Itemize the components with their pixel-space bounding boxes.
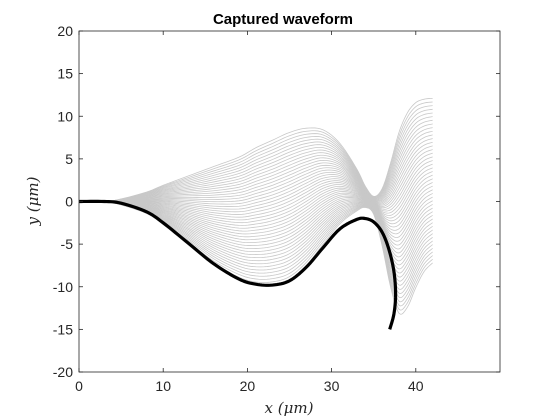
y-tick-label: -20 — [53, 364, 73, 380]
chart-title: Captured waveform — [213, 11, 353, 28]
x-tick-label: 20 — [240, 378, 256, 394]
family-waveform-line — [78, 187, 433, 235]
family-waveform-line — [78, 105, 433, 203]
family-waveform-line — [78, 141, 433, 205]
y-tick-label: 10 — [57, 108, 73, 124]
y-tick-label: 20 — [57, 23, 73, 39]
family-waveform-line — [78, 195, 433, 254]
family-waveform-line — [78, 200, 433, 270]
family-waveform-line — [78, 116, 433, 203]
x-tick-label: 0 — [75, 378, 83, 394]
highlighted-waveform-layer — [78, 199, 398, 330]
family-waveform-line — [78, 200, 433, 282]
family-waveform-line — [78, 194, 433, 250]
y-axis-label: y (μm) — [24, 176, 42, 226]
family-waveform-line — [78, 185, 433, 231]
family-waveform-line — [78, 134, 433, 203]
highlighted-waveform-line — [78, 199, 398, 330]
family-waveform-line — [79, 178, 433, 225]
family-waveform-line — [79, 171, 433, 219]
y-tick-label: 5 — [65, 151, 73, 167]
x-tick-label: 30 — [324, 378, 340, 394]
family-waveform-line — [78, 199, 433, 266]
y-axis: -20 -15 -10 -5 0 5 10 15 20 — [53, 23, 500, 380]
family-waveform-line — [78, 182, 433, 228]
x-axis-label: x (μm) — [265, 399, 314, 417]
family-waveform-line — [78, 145, 433, 206]
family-waveform-line — [78, 200, 433, 286]
x-tick-label: 10 — [155, 378, 171, 394]
family-waveform-line — [79, 163, 433, 214]
family-waveform-line — [78, 108, 433, 203]
family-waveform-line — [78, 152, 433, 209]
family-waveform-line — [78, 138, 433, 204]
family-waveform-line — [78, 127, 433, 203]
x-tick-label: 40 — [408, 378, 424, 394]
family-waveform-line — [78, 119, 433, 203]
family-waveform-line — [78, 191, 433, 242]
family-waveform-line — [79, 174, 433, 222]
family-waveform-line — [78, 130, 433, 203]
family-waveform-line — [78, 197, 433, 258]
family-waveform-line — [78, 200, 433, 294]
family-waveform-line — [78, 149, 433, 207]
y-tick-label: -5 — [61, 236, 74, 252]
y-tick-label: 15 — [57, 66, 73, 82]
family-waveform-line — [78, 97, 433, 203]
family-waveform-line — [78, 200, 433, 290]
y-tick-label: 0 — [65, 194, 73, 210]
family-waveform-line — [78, 101, 433, 203]
family-waveform-line — [78, 112, 433, 203]
family-waveform-line — [78, 189, 433, 238]
y-tick-label: -10 — [53, 279, 73, 295]
family-waveform-line — [78, 123, 433, 203]
family-waveform-line — [78, 156, 433, 210]
family-waveform-line — [78, 198, 433, 262]
family-waveform-line — [78, 200, 433, 278]
family-waveform-line — [78, 192, 433, 246]
family-waveform-line — [78, 200, 433, 274]
family-waveform-line — [79, 160, 433, 212]
family-waveform-line — [79, 167, 433, 216]
y-tick-label: -15 — [53, 321, 73, 337]
x-axis: 0 10 20 30 40 — [75, 31, 424, 394]
